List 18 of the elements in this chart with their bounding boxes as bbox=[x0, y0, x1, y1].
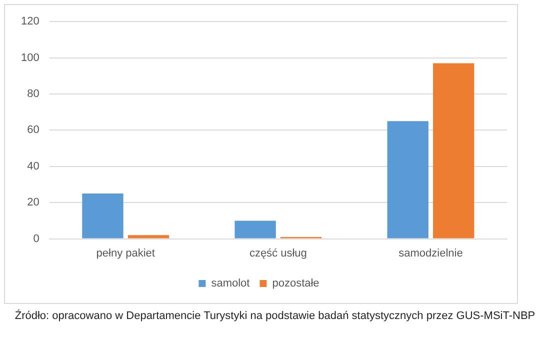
x-tick-label: samodzielnie bbox=[398, 247, 463, 260]
legend-label: samolot bbox=[211, 278, 250, 290]
bar bbox=[387, 121, 428, 238]
bar bbox=[433, 63, 474, 238]
bar bbox=[82, 194, 124, 238]
y-tick-label: 120 bbox=[20, 16, 40, 28]
x-tick-label: pełny pakiet bbox=[96, 247, 155, 260]
y-tick-label: 80 bbox=[27, 88, 40, 100]
y-tick-label: 60 bbox=[27, 124, 40, 136]
y-tick-label: 20 bbox=[27, 196, 40, 209]
y-tick-label: 100 bbox=[20, 52, 40, 64]
bar bbox=[128, 235, 170, 238]
bar bbox=[234, 220, 276, 238]
legend-label: pozostałe bbox=[272, 278, 320, 290]
y-tick-label: 40 bbox=[27, 160, 40, 172]
y-tick-label: 0 bbox=[33, 232, 40, 245]
text: Źródło: opracowano w Departamencie Turystyki na podstawie badań statystycznych przez GUS-MSiT-NBP bbox=[14, 310, 536, 322]
x-tick-label: część usług bbox=[249, 247, 307, 260]
